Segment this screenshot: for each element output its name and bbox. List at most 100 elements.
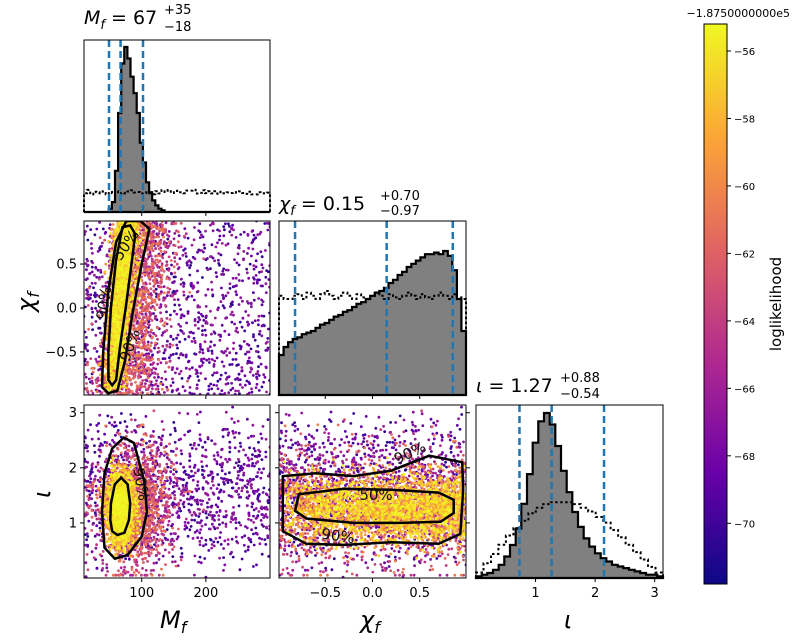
scatter-point xyxy=(211,323,214,327)
scatter-point xyxy=(264,275,268,279)
scatter-point xyxy=(130,334,134,338)
scatter-point xyxy=(205,314,208,318)
scatter-point xyxy=(218,338,222,342)
scatter-point xyxy=(237,372,241,376)
scatter-point xyxy=(151,357,154,361)
scatter-point xyxy=(250,254,253,258)
scatter-point xyxy=(171,381,175,384)
scatter-point xyxy=(242,230,246,234)
scatter-point xyxy=(138,341,142,345)
scatter-point xyxy=(228,282,232,286)
scatter-point xyxy=(167,269,171,272)
scatter-point xyxy=(175,262,179,266)
scatter-point xyxy=(198,236,202,240)
scatter-point xyxy=(147,295,151,299)
scatter-point xyxy=(245,267,249,271)
scatter-point xyxy=(201,276,204,279)
scatter-point xyxy=(164,230,167,234)
scatter-point xyxy=(103,238,106,242)
scatter-point xyxy=(94,281,97,285)
scatter-point xyxy=(142,343,146,346)
scatter-point xyxy=(233,322,237,326)
scatter-point xyxy=(186,263,189,267)
scatter-point xyxy=(136,263,140,266)
scatter-point xyxy=(124,369,128,373)
scatter-point xyxy=(257,365,260,369)
scatter-point xyxy=(250,230,254,233)
scatter-point xyxy=(211,293,215,297)
scatter-point xyxy=(153,308,157,311)
scatter-point xyxy=(91,392,95,395)
scatter-point xyxy=(236,252,240,256)
scatter-point xyxy=(128,359,132,362)
scatter-point xyxy=(165,310,168,314)
scatter-point xyxy=(213,343,216,347)
scatter-point xyxy=(175,352,178,356)
scatter-point xyxy=(161,344,165,348)
scatter-point xyxy=(114,298,118,302)
scatter-point xyxy=(212,392,216,395)
scatter-point xyxy=(84,330,87,334)
scatter-point xyxy=(260,263,264,267)
scatter-point xyxy=(152,332,156,336)
scatter-point xyxy=(104,373,108,376)
scatter-point xyxy=(97,368,100,372)
scatter-point xyxy=(186,360,190,364)
scatter-point xyxy=(192,285,196,289)
scatter-point xyxy=(180,330,184,333)
scatter-point xyxy=(141,357,145,361)
scatter-point xyxy=(246,232,250,236)
scatter-point xyxy=(165,294,169,297)
scatter-point xyxy=(256,233,260,237)
scatter-point xyxy=(90,376,94,380)
scatter-point xyxy=(152,300,155,303)
scatter-point xyxy=(152,312,155,315)
scatter-point xyxy=(249,366,253,370)
scatter-point xyxy=(89,228,93,232)
scatter-point xyxy=(252,233,256,237)
scatter-point xyxy=(150,293,153,297)
scatter-point xyxy=(181,385,185,389)
scatter-point xyxy=(92,286,95,290)
scatter-point xyxy=(165,260,169,264)
scatter-point xyxy=(239,233,243,236)
scatter-point xyxy=(180,313,184,316)
scatter-point xyxy=(148,301,152,305)
scatter-point xyxy=(156,326,159,330)
scatter-point xyxy=(100,338,104,342)
scatter-point xyxy=(255,377,259,381)
scatter-point xyxy=(247,314,250,317)
scatter-point xyxy=(137,385,141,388)
scatter-point xyxy=(142,372,146,375)
scatter-point xyxy=(255,280,259,283)
scatter-point xyxy=(200,249,204,252)
scatter-point xyxy=(125,377,129,380)
scatter-point xyxy=(85,292,89,296)
scatter-point xyxy=(218,238,221,242)
scatter-point xyxy=(177,356,181,360)
scatter-point xyxy=(217,333,221,337)
scatter-point xyxy=(138,315,141,319)
scatter-point xyxy=(138,388,142,392)
scatter-point xyxy=(149,306,153,310)
scatter-point xyxy=(91,261,94,265)
scatter-point xyxy=(240,325,244,329)
scatter-point xyxy=(252,281,256,285)
scatter-point xyxy=(159,228,163,232)
scatter-point xyxy=(146,343,150,347)
scatter-point xyxy=(219,300,223,303)
scatter-point xyxy=(150,257,154,261)
scatter-point xyxy=(253,338,257,342)
scatter-point xyxy=(87,377,91,381)
scatter-point xyxy=(173,232,177,235)
scatter-point xyxy=(86,290,90,294)
scatter-point xyxy=(206,288,210,291)
scatter-point xyxy=(98,236,102,240)
scatter-point xyxy=(95,390,99,394)
scatter-point xyxy=(246,252,249,255)
scatter-point xyxy=(157,235,161,239)
scatter-point xyxy=(148,252,152,256)
scatter-point xyxy=(160,317,163,321)
scatter-point xyxy=(218,229,222,233)
scatter-point xyxy=(261,266,265,270)
